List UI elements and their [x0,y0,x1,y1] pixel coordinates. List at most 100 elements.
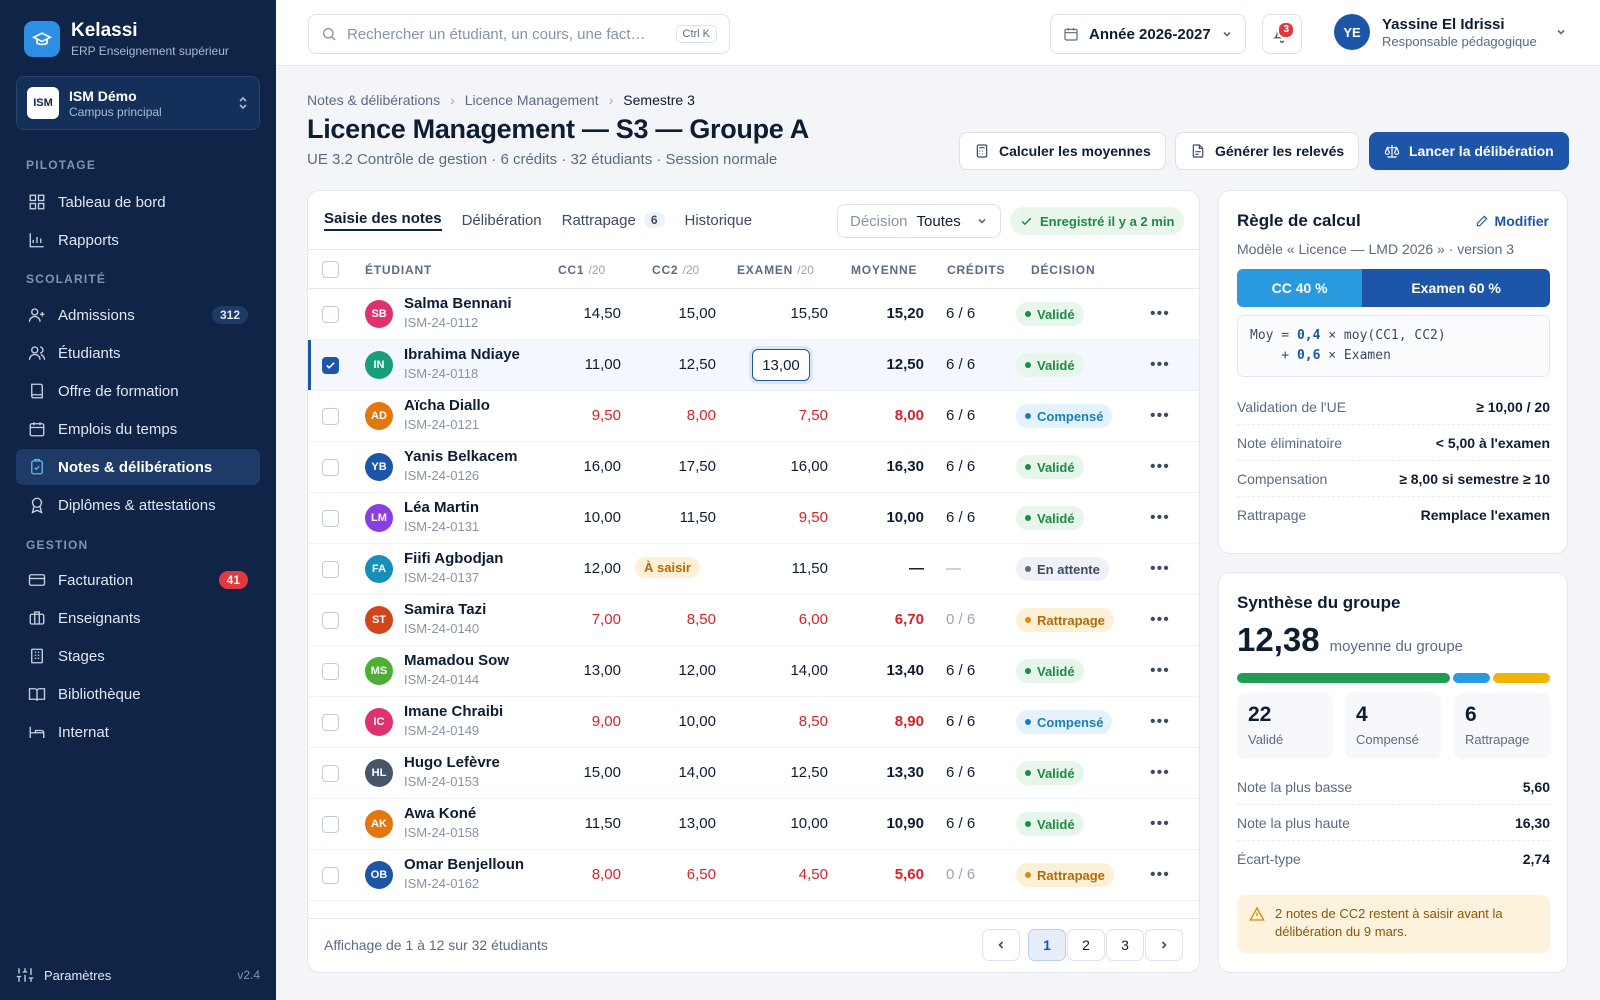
more-actions-icon[interactable]: ••• [1150,611,1170,628]
more-actions-icon[interactable]: ••• [1150,305,1170,322]
table-row[interactable]: IN Ibrahima Ndiaye ISM-24-0118 11,00 12,50 13… [308,340,1199,391]
row-checkbox[interactable] [322,612,339,629]
student-name[interactable]: Hugo Lefèvre [404,754,500,771]
cc1-grade[interactable]: 8,00 [591,866,621,883]
breadcrumb-item[interactable]: Licence Management [464,92,599,108]
user-menu[interactable]: YE Yassine El Idrissi Responsable pédago… [1334,14,1567,50]
next-page-button[interactable] [1145,929,1183,961]
prev-page-button[interactable] [982,929,1020,961]
table-row[interactable]: LM Léa Martin ISM-24-0131 10,00 11,50 9,50 10,… [308,493,1199,544]
col-student[interactable]: ÉTUDIANT [365,263,433,277]
nav-item-dashboard[interactable]: Tableau de bord [16,184,260,220]
notifications-button[interactable]: 3 [1262,14,1302,54]
exam-grade-input[interactable]: 13,00 [752,349,810,381]
cc2-grade[interactable]: 8,00 [686,407,716,424]
cc1-grade[interactable]: 11,00 [584,356,621,373]
table-row[interactable]: HL Hugo Lefèvre ISM-24-0153 15,00 14,00 12,50… [308,748,1199,799]
col-cc1[interactable]: CC1 /20 [558,263,605,277]
exam-grade[interactable]: 8,50 [798,713,828,730]
exam-grade[interactable]: 6,00 [798,611,828,628]
row-checkbox[interactable] [322,867,339,884]
table-row[interactable]: FA Fiifi Agbodjan ISM-24-0137 12,00 À saisir… [308,544,1199,595]
student-name[interactable]: Aïcha Diallo [404,397,490,414]
academic-year-select[interactable]: Année 2026-2027 [1050,14,1246,54]
student-name[interactable]: Imane Chraibi [404,703,504,720]
exam-grade[interactable]: 7,50 [798,407,828,424]
cc2-grade[interactable]: 17,50 [678,458,716,475]
nav-item-teachers[interactable]: Enseignants [16,600,260,636]
campus-switcher[interactable]: ISM ISM Démo Campus principal [16,76,260,130]
col-cc2[interactable]: CC2 /20 [652,263,699,277]
nav-item-library[interactable]: Bibliothèque [16,676,260,712]
cc2-grade[interactable]: 12,50 [678,356,716,373]
col-exam[interactable]: EXAMEN /20 [737,263,814,277]
row-checkbox[interactable] [322,714,339,731]
cc2-grade[interactable]: 15,00 [678,305,716,322]
cc1-grade[interactable]: 16,00 [583,458,621,475]
row-checkbox[interactable] [322,357,339,374]
more-actions-icon[interactable]: ••• [1150,356,1170,373]
table-row[interactable]: ST Samira Tazi ISM-24-0140 7,00 8,50 6,00 6,70… [308,595,1199,646]
more-actions-icon[interactable]: ••• [1150,815,1170,832]
more-actions-icon[interactable]: ••• [1150,764,1170,781]
cc1-grade[interactable]: 9,50 [591,407,621,424]
student-name[interactable]: Samira Tazi [404,601,487,618]
select-all-checkbox[interactable] [322,261,339,278]
row-checkbox[interactable] [322,459,339,476]
tab-resit[interactable]: Rattrapage 6 [562,191,665,249]
table-row[interactable]: AK Awa Koné ISM-24-0158 11,50 13,00 10,00 10,9… [308,799,1199,850]
cc2-grade[interactable]: 12,00 [678,662,716,679]
table-row[interactable]: IC Imane Chraibi ISM-24-0149 9,00 10,00 8,50 8… [308,697,1199,748]
more-actions-icon[interactable]: ••• [1150,560,1170,577]
settings-link[interactable]: Paramètres v2.4 [16,966,260,984]
cc1-grade[interactable]: 10,00 [583,509,621,526]
table-row[interactable]: YB Yanis Belkacem ISM-24-0126 16,00 17,50 16,… [308,442,1199,493]
compute-averages-button[interactable]: Calculer les moyennes [959,132,1166,170]
more-actions-icon[interactable]: ••• [1150,509,1170,526]
table-row[interactable]: AD Aïcha Diallo ISM-24-0121 9,50 8,00 7,50 8,0… [308,391,1199,442]
student-name[interactable]: Omar Benjelloun [404,856,525,873]
nav-item-reports[interactable]: Rapports [16,222,260,258]
cc2-grade[interactable]: 14,00 [678,764,716,781]
exam-grade[interactable]: 4,50 [798,866,828,883]
cc2-grade[interactable]: 11,50 [679,509,716,526]
more-actions-icon[interactable]: ••• [1150,866,1170,883]
row-checkbox[interactable] [322,663,339,680]
table-row[interactable]: SB Salma Bennani ISM-24-0112 14,50 15,00 15,5… [308,289,1199,340]
exam-grade[interactable]: 16,00 [790,458,828,475]
col-average[interactable]: MOYENNE [851,263,918,277]
student-name[interactable]: Ibrahima Ndiaye [404,346,520,363]
nav-item-students[interactable]: Étudiants [16,335,260,371]
student-name[interactable]: Léa Martin [404,499,480,516]
row-checkbox[interactable] [322,306,339,323]
nav-item-billing[interactable]: Facturation 41 [16,562,260,598]
student-name[interactable]: Salma Bennani [404,295,512,312]
student-name[interactable]: Fiifi Agbodjan [404,550,504,567]
student-name[interactable]: Mamadou Sow [404,652,510,669]
cc1-grade[interactable]: 15,00 [583,764,621,781]
cc1-grade[interactable]: 14,50 [583,305,621,322]
nav-item-admissions[interactable]: Admissions 312 [16,297,260,333]
more-actions-icon[interactable]: ••• [1150,713,1170,730]
decision-filter[interactable]: Décision Toutes [837,204,1001,238]
cc1-grade[interactable]: 12,00 [583,560,621,577]
table-row[interactable]: OB Omar Benjelloun ISM-24-0162 8,00 6,50 4,50… [308,850,1199,901]
cc2-pending-badge[interactable]: À saisir [635,557,700,578]
edit-rule-button[interactable]: Modifier [1475,213,1549,229]
cc1-grade[interactable]: 9,00 [591,713,621,730]
more-actions-icon[interactable]: ••• [1150,662,1170,679]
col-credits[interactable]: CRÉDITS [947,263,1006,277]
table-row[interactable]: MS Mamadou Sow ISM-24-0144 13,00 12,00 14,00 1… [308,646,1199,697]
more-actions-icon[interactable]: ••• [1150,407,1170,424]
cc2-grade[interactable]: 6,50 [686,866,716,883]
cc1-grade[interactable]: 11,50 [584,815,621,832]
start-deliberation-button[interactable]: Lancer la délibération [1369,132,1569,170]
page-button[interactable]: 2 [1067,929,1105,961]
cc2-grade[interactable]: 13,00 [678,815,716,832]
breadcrumb-item[interactable]: Notes & délibérations [307,92,441,108]
global-search[interactable]: Ctrl K [308,14,730,54]
col-decision[interactable]: DÉCISION [1031,263,1096,277]
nav-item-timetable[interactable]: Emplois du temps [16,411,260,447]
cc1-grade[interactable]: 13,00 [583,662,621,679]
row-checkbox[interactable] [322,561,339,578]
